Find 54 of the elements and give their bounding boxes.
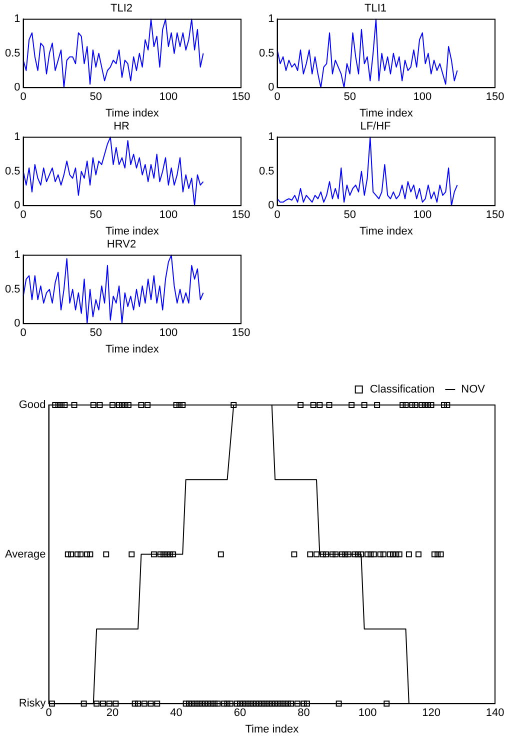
category-label: Average xyxy=(4,548,46,560)
x-tick-label: 100 xyxy=(159,327,178,340)
y-tick-label: 0 xyxy=(14,82,20,94)
x-tick-label: 100 xyxy=(159,209,178,222)
x-tick-label: 80 xyxy=(298,707,310,720)
x-tick-label: 50 xyxy=(90,209,102,222)
y-tick-label: 1 xyxy=(14,13,20,26)
x-axis-title: Time index xyxy=(359,107,414,120)
chart-title: HR xyxy=(114,120,130,133)
x-tick-label: 150 xyxy=(486,209,504,222)
y-tick-label: 1 xyxy=(268,13,274,26)
y-tick-label: 1 xyxy=(14,249,20,262)
category-label: Good xyxy=(18,399,46,412)
x-tick-label: 140 xyxy=(486,707,504,720)
x-tick-label: 50 xyxy=(90,327,102,340)
y-tick-label: 0.5 xyxy=(4,165,20,178)
chart-title: TLI1 xyxy=(364,2,387,15)
x-tick-label: 50 xyxy=(344,91,356,104)
x-tick-label: 150 xyxy=(232,327,250,340)
x-tick-label: 50 xyxy=(90,91,102,104)
x-tick-label: 150 xyxy=(486,91,504,104)
x-tick-label: 100 xyxy=(413,209,432,222)
x-axis-title: Time index xyxy=(105,343,160,356)
x-tick-label: 50 xyxy=(344,209,356,222)
y-tick-label: 0 xyxy=(14,318,20,330)
x-tick-label: 100 xyxy=(358,707,377,720)
y-tick-label: 0 xyxy=(268,200,274,212)
y-tick-label: 1 xyxy=(14,131,20,144)
legend-label: Classification xyxy=(370,384,435,396)
x-tick-label: 20 xyxy=(106,707,119,720)
x-axis-title: Time index xyxy=(245,723,300,736)
x-tick-label: 120 xyxy=(422,707,440,720)
x-axis-title: Time index xyxy=(359,225,414,238)
x-tick-label: 40 xyxy=(170,707,182,720)
x-tick-label: 150 xyxy=(232,91,250,104)
y-tick-label: 0.5 xyxy=(4,47,20,60)
y-tick-label: 0 xyxy=(268,82,274,94)
x-axis-title: Time index xyxy=(105,225,160,238)
x-tick-label: 100 xyxy=(413,91,432,104)
x-tick-label: 0 xyxy=(46,707,52,720)
y-tick-label: 0.5 xyxy=(4,283,20,296)
legend-label: NOV xyxy=(461,384,486,396)
y-tick-label: 0.5 xyxy=(258,165,274,178)
chart-title: LF/HF xyxy=(360,120,392,133)
x-tick-label: 60 xyxy=(234,707,246,720)
chart-title: TLI2 xyxy=(110,2,133,15)
x-axis-title: Time index xyxy=(105,107,160,120)
y-tick-label: 0.5 xyxy=(258,47,274,60)
y-tick-label: 0 xyxy=(14,200,20,212)
y-tick-label: 1 xyxy=(268,131,274,144)
chart-title: HRV2 xyxy=(106,238,136,251)
x-tick-label: 150 xyxy=(232,209,250,222)
x-tick-label: 100 xyxy=(159,91,178,104)
category-label: Risky xyxy=(18,698,46,710)
